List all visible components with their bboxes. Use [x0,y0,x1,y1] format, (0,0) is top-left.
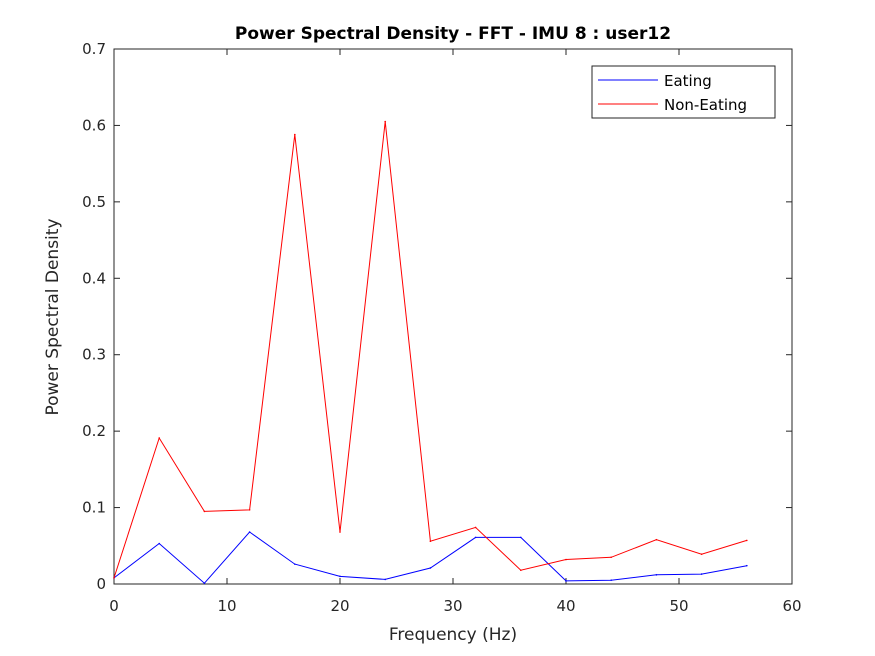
y-tick-label: 0.2 [82,422,106,440]
data-point-non-eating [520,569,522,572]
data-point-eating [746,564,748,567]
data-point-non-eating [655,538,658,541]
plot-area [113,48,793,585]
x-tick-label: 20 [330,597,349,615]
chart-title: Power Spectral Density - FFT - IMU 8 : u… [235,24,671,44]
series-layer [113,120,748,585]
data-point-non-eating [429,540,432,542]
data-point-eating [429,567,432,569]
data-point-non-eating [113,577,115,579]
data-point-eating [384,578,387,581]
data-point-eating [474,536,477,539]
data-point-non-eating [248,509,251,511]
data-point-eating [655,574,658,576]
x-tick-label: 0 [109,597,119,615]
y-tick-label: 0.5 [82,193,106,211]
data-point-eating [158,542,160,545]
data-point-eating [339,575,341,578]
axes-box [113,48,793,585]
legend-box [591,65,776,119]
data-point-eating [520,536,522,539]
axis-ticks [113,48,793,585]
y-tick-label: 0.4 [82,269,106,287]
data-point-non-eating [700,553,703,555]
data-point-non-eating [203,510,206,513]
x-tick-label: 30 [443,597,462,615]
data-point-non-eating [294,133,296,136]
data-point-non-eating [565,558,567,561]
y-tick-label: 0.7 [82,40,106,58]
data-point-eating [700,573,703,575]
data-point-eating [294,563,296,565]
data-point-non-eating [384,120,387,123]
x-tick-label: 60 [782,597,801,615]
y-tick-label: 0 [96,575,106,593]
legend-label-eating: Eating [664,72,712,90]
x-tick-label: 40 [556,597,575,615]
legend: Eating Non-Eating [591,65,776,119]
data-point-eating [248,531,251,533]
data-point-non-eating [610,556,612,559]
tick-labels: 0 10 20 30 40 50 60 0 0.1 0.2 0.3 0.4 0.5 0.6 0.7 [82,40,801,615]
y-tick-label: 0.6 [82,116,106,134]
data-point-non-eating [474,526,477,529]
data-point-non-eating [339,531,341,533]
data-point-non-eating [746,539,748,542]
data-point-eating [203,582,206,585]
x-axis-label: Frequency (Hz) [389,625,517,645]
y-tick-label: 0.3 [82,346,106,364]
y-axis-label: Power Spectral Density [43,218,63,415]
data-point-eating [610,579,612,581]
y-tick-label: 0.1 [82,499,106,517]
legend-label-non-eating: Non-Eating [664,96,747,114]
x-tick-label: 10 [217,597,236,615]
data-point-eating [565,580,567,582]
data-point-non-eating [158,437,160,439]
x-tick-label: 50 [669,597,688,615]
